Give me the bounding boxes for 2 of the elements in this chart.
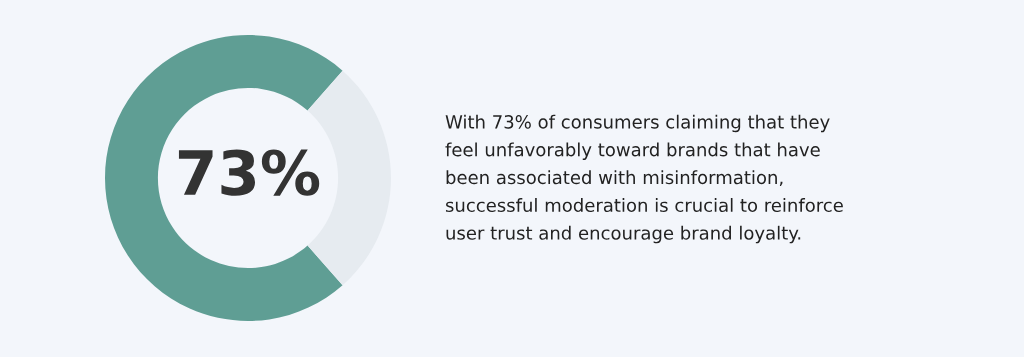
- data-label: 73%: [178, 149, 320, 196]
- text: With 73% of consumers claiming that they feel unfavorably toward brands that have been associated with misinformation, successful moderation is crucial to reinforce user trust and encourage brand loyalty.: [445, 114, 843, 244]
